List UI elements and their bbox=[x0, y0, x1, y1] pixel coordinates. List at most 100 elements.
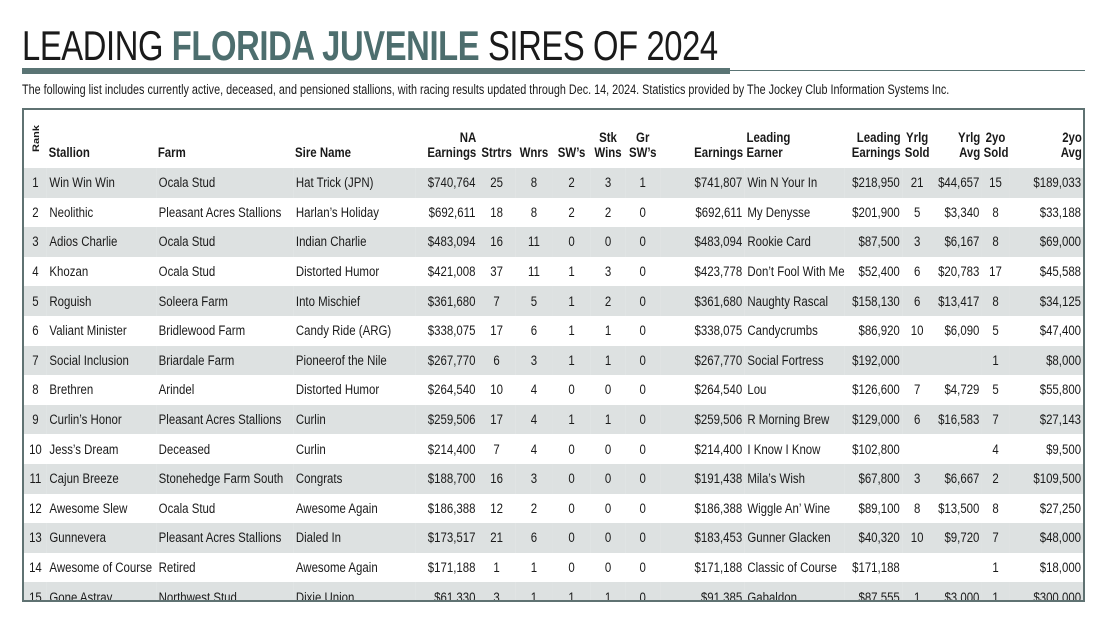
table-cell: $6,167 bbox=[944, 234, 980, 250]
header-line: Earnings bbox=[427, 145, 477, 160]
table-cell: $692,611 bbox=[695, 204, 743, 220]
table-cell: 1 bbox=[992, 589, 999, 602]
table-cell: 1 bbox=[568, 352, 575, 368]
table-cell: 13 bbox=[29, 530, 42, 546]
table-cell: 0 bbox=[639, 589, 646, 602]
table-cell: $34,125 bbox=[1039, 293, 1082, 309]
header-line: Sold bbox=[904, 145, 930, 160]
table-cell: 8 bbox=[992, 234, 999, 250]
header-line: Yrlg bbox=[958, 130, 981, 145]
header-line: Rank bbox=[31, 125, 42, 152]
column-header: Leading Earner bbox=[745, 110, 845, 168]
table-cell: 0 bbox=[639, 500, 646, 516]
table-cell: 1 bbox=[493, 560, 500, 576]
table-cell: Cajun Breeze bbox=[49, 471, 119, 487]
table-cell: Awesome of Course bbox=[49, 560, 153, 576]
table-cell bbox=[902, 346, 932, 376]
table-cell: 0 bbox=[604, 382, 612, 398]
table-cell: 1 bbox=[639, 175, 646, 191]
table-cell: $3,000 bbox=[944, 589, 980, 602]
table-cell: 7 bbox=[32, 352, 39, 368]
table-row: 2 Neolithic Pleasant Acres Stallions Harlan… bbox=[24, 198, 1083, 228]
table-cell: 7 bbox=[913, 382, 921, 398]
table-row: 5 Roguish Soleera Farm Into Mischief $361,68… bbox=[24, 286, 1083, 316]
column-header: Rank bbox=[24, 110, 47, 168]
table-cell: $741,807 bbox=[694, 175, 743, 191]
table-cell: $267,770 bbox=[694, 352, 743, 368]
table-cell: 25 bbox=[490, 175, 503, 191]
table-cell: 5 bbox=[913, 204, 921, 220]
table-row: 6 Valiant Minister Bridlewood Farm Candy Ri… bbox=[24, 316, 1083, 346]
table-cell: 5 bbox=[992, 382, 999, 398]
table-cell: Brethren bbox=[49, 382, 94, 398]
header-line: SW’s bbox=[557, 145, 586, 160]
table-cell: Adios Charlie bbox=[49, 234, 118, 250]
table-cell: Harlan’s Holiday bbox=[295, 204, 379, 220]
table-cell: 7 bbox=[493, 441, 500, 457]
table-cell: 17 bbox=[989, 264, 1002, 280]
table-cell: 14 bbox=[29, 560, 42, 576]
table-cell: Naughty Rascal bbox=[747, 293, 829, 309]
table-cell: $87,500 bbox=[858, 234, 900, 250]
table-cell: Ocala Stud bbox=[158, 500, 216, 516]
table-cell bbox=[932, 553, 982, 583]
table-cell: $201,900 bbox=[852, 204, 900, 220]
table-cell: Ocala Stud bbox=[158, 264, 216, 280]
table-cell: Distorted Humor bbox=[295, 382, 380, 398]
header-line: Avg bbox=[959, 145, 981, 160]
table-cell: $171,188 bbox=[852, 560, 900, 576]
table-cell: Rookie Card bbox=[747, 234, 811, 250]
header-line: Yrlg bbox=[906, 130, 929, 145]
column-header: Stallion bbox=[47, 110, 156, 168]
table-cell: 1 bbox=[530, 560, 538, 576]
table-cell: Roguish bbox=[49, 293, 92, 309]
table-cell: $86,920 bbox=[858, 323, 900, 339]
table-cell: $102,800 bbox=[852, 441, 900, 457]
header-line: Avg bbox=[1060, 145, 1082, 160]
table-cell: $214,400 bbox=[427, 441, 476, 457]
table-cell: Northwest Stud bbox=[158, 589, 237, 602]
table-cell: 15 bbox=[989, 175, 1002, 191]
header-line: 2yo bbox=[1062, 130, 1082, 145]
table-cell: 0 bbox=[604, 530, 612, 546]
header-line: SW’s bbox=[628, 145, 657, 160]
table-cell bbox=[932, 434, 982, 464]
table-cell: Bridlewood Farm bbox=[158, 323, 246, 339]
table-cell: $13,417 bbox=[938, 293, 980, 309]
column-header: Farm bbox=[156, 110, 293, 168]
table-cell: 8 bbox=[530, 175, 538, 191]
table-cell: Khozan bbox=[49, 264, 89, 280]
table-cell bbox=[902, 553, 932, 583]
table-cell: 18 bbox=[490, 204, 503, 220]
table-cell: 0 bbox=[568, 530, 575, 546]
table-cell: 0 bbox=[639, 234, 646, 250]
table-row: 13 Gunnevera Pleasant Acres Stallions Diale… bbox=[24, 523, 1083, 553]
table-cell: 0 bbox=[639, 441, 646, 457]
table-cell: 0 bbox=[568, 382, 575, 398]
table-cell: $191,438 bbox=[694, 471, 743, 487]
header-line: Sold bbox=[983, 145, 1009, 160]
table-cell: 21 bbox=[490, 530, 503, 546]
table-cell: 0 bbox=[604, 560, 612, 576]
table-cell: Dialed In bbox=[295, 530, 342, 546]
table-cell: R Morning Brew bbox=[747, 412, 830, 428]
table-cell: $267,770 bbox=[427, 352, 476, 368]
table-cell: 7 bbox=[493, 293, 500, 309]
table-cell: $483,094 bbox=[694, 234, 743, 250]
table-cell: 4 bbox=[530, 382, 538, 398]
column-header: 2yo Avg bbox=[1009, 110, 1083, 168]
table-cell bbox=[902, 434, 932, 464]
header-line: Leading bbox=[746, 130, 791, 145]
table-cell: $61,330 bbox=[434, 589, 476, 602]
table-cell: Indian Charlie bbox=[295, 234, 367, 250]
header-line: Strtrs bbox=[481, 145, 512, 160]
table-cell: 1 bbox=[568, 412, 575, 428]
table-cell: $6,667 bbox=[944, 471, 980, 487]
table-cell: Win Win Win bbox=[49, 175, 115, 191]
table-cell: 1 bbox=[530, 589, 538, 602]
table-cell: 8 bbox=[32, 382, 39, 398]
table-cell: 1 bbox=[568, 589, 575, 602]
table-cell: 11 bbox=[527, 234, 540, 250]
table-cell: $740,764 bbox=[427, 175, 476, 191]
title-rule bbox=[730, 70, 1085, 71]
